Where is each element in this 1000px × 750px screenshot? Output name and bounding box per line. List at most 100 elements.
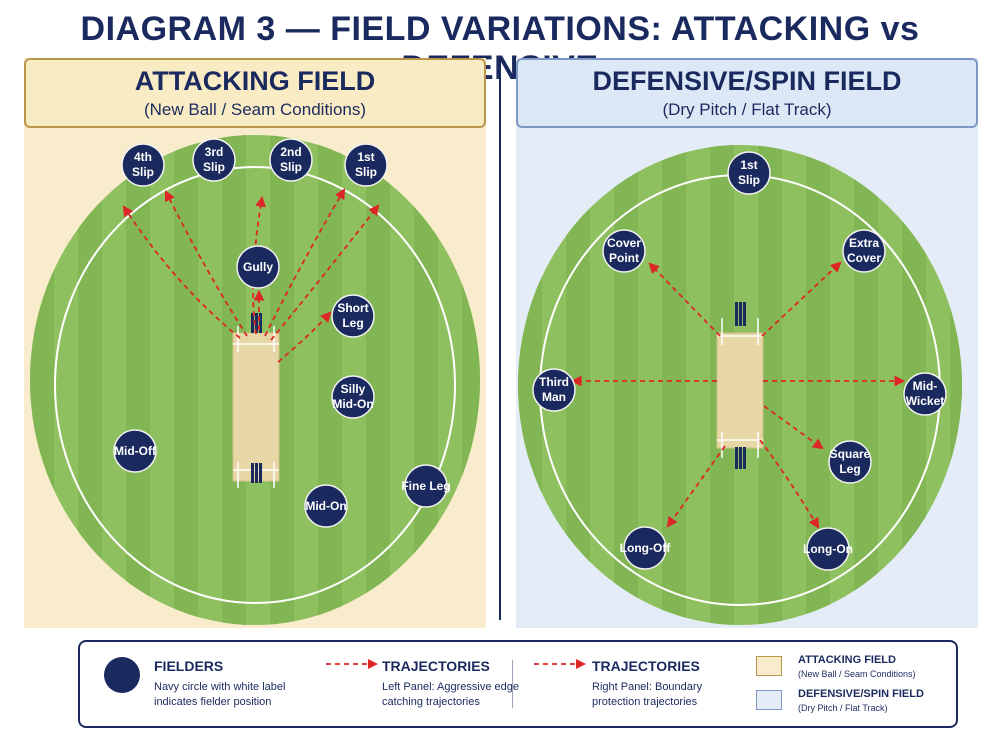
fielder-legend-icon [104, 657, 140, 693]
fielder-silly-mid-on: Silly Mid-On [331, 375, 375, 419]
svg-text:3rd: 3rd [205, 145, 224, 159]
defensive-field-header: DEFENSIVE/SPIN FIELD (Dry Pitch / Flat T… [516, 58, 978, 128]
legend-traj-left-desc-2: catching trajectories [382, 696, 480, 708]
attacking-field-subtitle: (New Ball / Seam Conditions) [143, 100, 367, 119]
defensive-field-title: DEFENSIVE/SPIN FIELD [592, 66, 902, 96]
grass-stripe [174, 135, 198, 625]
svg-text:4th: 4th [134, 150, 152, 164]
grass-stripe [950, 145, 962, 625]
defensive-stumps-top [735, 302, 746, 326]
fielder-third-man: Third Man [532, 368, 576, 412]
svg-text:Wicket: Wicket [906, 394, 945, 408]
defensive-fielders: 1st Slip Cover Point Extra Cover Third M… [532, 151, 947, 571]
svg-text:Leg: Leg [342, 316, 363, 330]
svg-text:Leg: Leg [839, 462, 860, 476]
legend-fielders-desc-2: indicates fielder position [154, 696, 272, 708]
fielder-extra-cover: Extra Cover [842, 229, 886, 273]
trajectory-to-cover-point [648, 262, 721, 337]
svg-text:Extra: Extra [849, 236, 879, 250]
svg-text:Mid-On: Mid-On [332, 397, 373, 411]
fielder-3rd-slip: 3rd Slip [192, 138, 236, 182]
grass-stripe [854, 145, 878, 625]
trajectory-to-long-off [666, 445, 726, 528]
svg-text:Long-Off: Long-Off [620, 541, 672, 555]
defensive-trajectories [570, 261, 906, 529]
legend-traj-left-desc-1: Left Panel: Aggressive edge [382, 681, 519, 693]
svg-text:Short: Short [337, 301, 368, 315]
legend-separator [512, 660, 513, 708]
legend-key-defensive-sub: (Dry Pitch / Flat Track) [798, 703, 888, 713]
attacking-trajectories [122, 188, 380, 363]
trajectory-to-short-leg [277, 311, 332, 363]
grass-stripe [414, 135, 438, 625]
fielder-mid-wicket: Mid- Wicket [903, 372, 947, 416]
fielder-1st-slip: 1st Slip [344, 143, 388, 187]
legend: FIELDERS Navy circle with white label in… [78, 640, 958, 728]
svg-text:Mid-On: Mid-On [305, 499, 346, 513]
legend-key-attacking-sub: (New Ball / Seam Conditions) [798, 669, 916, 679]
panel-divider [499, 60, 501, 620]
svg-text:1st: 1st [740, 158, 757, 172]
attacking-field-title: ATTACKING FIELD [134, 66, 376, 96]
fielder-mid-off: Mid-Off [113, 429, 157, 473]
grass-stripe [318, 135, 342, 625]
fielder-1st-slip-defensive: 1st Slip [727, 151, 771, 195]
legend-traj-left-title: TRAJECTORIES [382, 658, 490, 674]
legend-key-defensive-title: DEFENSIVE/SPIN FIELD [798, 688, 924, 700]
fielder-mid-on: Mid-On [304, 484, 348, 528]
svg-text:Third: Third [539, 375, 569, 389]
defensive-swatch [756, 690, 782, 710]
svg-text:1st: 1st [357, 150, 374, 164]
svg-text:Point: Point [609, 251, 639, 265]
field-diagrams: 4th Slip 3rd Slip 2nd Slip 1st Slip Gull… [30, 135, 962, 625]
svg-text:Gully: Gully [243, 260, 273, 274]
svg-text:Mid-: Mid- [913, 379, 938, 393]
legend-traj-right-desc-1: Right Panel: Boundary [592, 681, 703, 693]
fielder-fine-leg: Fine Leg [401, 464, 451, 508]
attacking-field-header: ATTACKING FIELD (New Ball / Seam Conditi… [24, 58, 486, 128]
svg-text:Man: Man [542, 390, 566, 404]
trajectory-to-2nd-slip [252, 195, 266, 335]
attacking-stumps-top [251, 313, 262, 333]
fielder-gully: Gully [236, 245, 280, 289]
svg-text:Mid-Off: Mid-Off [114, 444, 157, 458]
fielder-4th-slip: 4th Slip [121, 143, 165, 187]
trajectory-to-1st-slip-wide [270, 204, 380, 341]
fielder-cover-point: Cover Point [602, 229, 646, 273]
svg-text:Fine Leg: Fine Leg [401, 479, 450, 493]
defensive-stumps-bottom [735, 447, 746, 469]
fielder-long-on: Long-On [803, 527, 853, 571]
attacking-swatch [756, 656, 782, 676]
grass-stripe [30, 135, 54, 625]
fielder-square-leg: Square Leg [828, 440, 872, 484]
svg-text:2nd: 2nd [280, 145, 301, 159]
dashed-arrow-icon-right [534, 659, 586, 669]
attacking-pitch [232, 326, 280, 488]
attacking-fielders: 4th Slip 3rd Slip 2nd Slip 1st Slip Gull… [113, 138, 451, 528]
trajectory-to-3rd-slip [165, 190, 248, 337]
grass-stripe [366, 135, 390, 625]
defensive-pitch [716, 318, 764, 458]
fielder-2nd-slip: 2nd Slip [269, 138, 313, 182]
legend-fielders-desc-1: Navy circle with white label [154, 681, 286, 693]
svg-text:Slip: Slip [738, 173, 760, 187]
grass-stripe [78, 135, 102, 625]
attacking-stumps-bottom [251, 463, 262, 483]
legend-traj-right-desc-2: protection trajectories [592, 696, 698, 708]
grass-stripe [462, 135, 480, 625]
trajectory-to-long-on [759, 439, 820, 529]
legend-key-attacking-title: ATTACKING FIELD [798, 654, 896, 666]
trajectory-to-4th-slip [122, 205, 241, 339]
svg-text:Long-On: Long-On [803, 542, 853, 556]
svg-text:Slip: Slip [355, 165, 377, 179]
svg-text:Silly: Silly [341, 382, 366, 396]
svg-text:Slip: Slip [203, 160, 225, 174]
svg-text:Cover: Cover [607, 236, 641, 250]
svg-text:Square: Square [830, 447, 871, 461]
fielder-long-off: Long-Off [620, 526, 672, 570]
trajectory-to-1st-slip [264, 188, 346, 337]
defensive-field-subtitle: (Dry Pitch / Flat Track) [662, 100, 832, 119]
svg-text:Slip: Slip [280, 160, 302, 174]
trajectory-to-square-leg [763, 405, 824, 450]
legend-traj-right-title: TRAJECTORIES [592, 658, 700, 674]
